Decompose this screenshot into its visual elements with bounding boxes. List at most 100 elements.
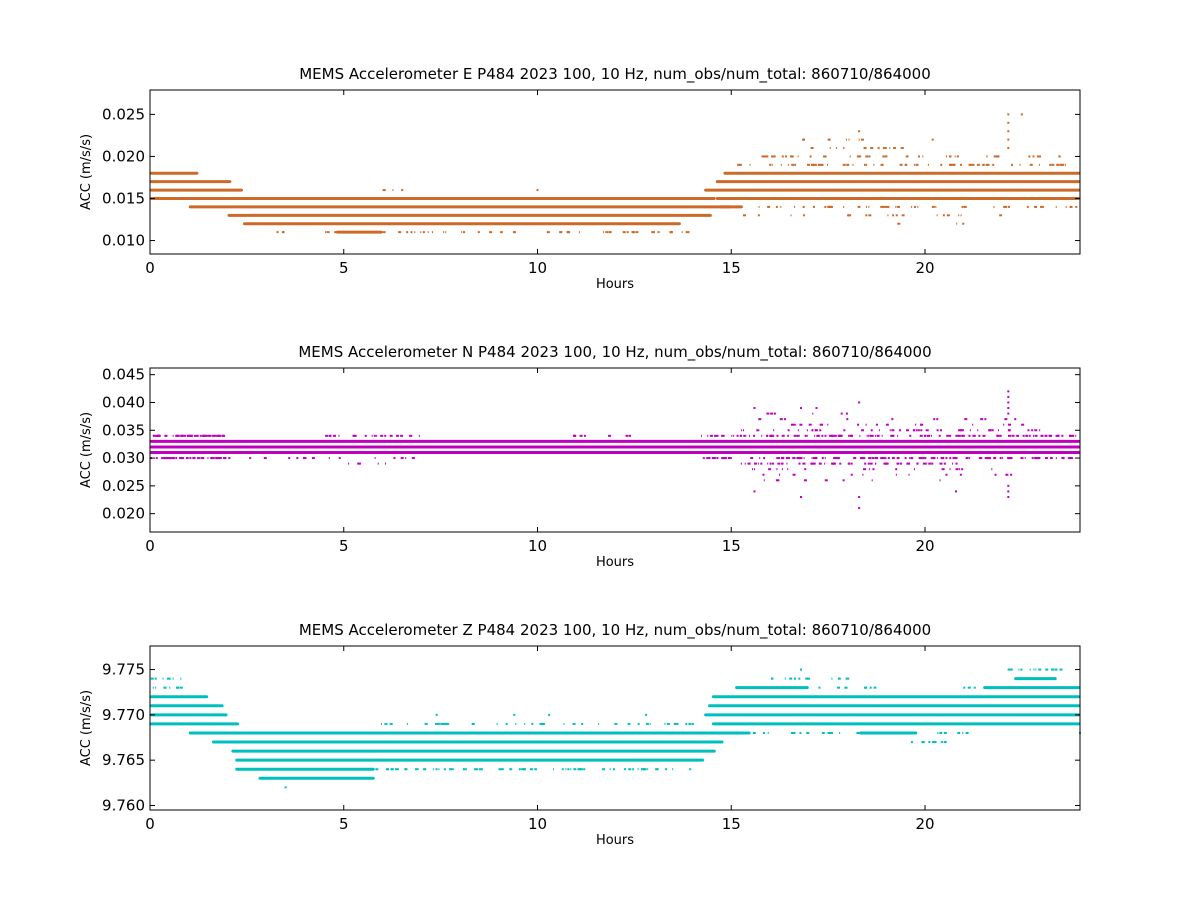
data-point [869,434,872,437]
data-point [1031,429,1034,432]
data-point [749,163,751,166]
data-point [534,768,537,771]
data-point [759,457,761,460]
data-point [938,434,941,437]
data-point [176,686,180,689]
data-point [1002,457,1004,460]
data-point [152,434,156,437]
data-point [396,768,399,771]
data-point [352,434,354,437]
y-axis-ticks-e: 0.010 0.015 0.020 0.025 [102,105,1080,250]
data-point [163,686,167,689]
data-point [689,768,691,771]
data-point [824,479,828,482]
data-point [790,423,794,426]
data-point [1069,457,1073,460]
data-point [962,434,964,437]
data-point [705,457,707,460]
data-point [565,768,567,771]
data-point [1025,434,1028,437]
data-band-0-1 [150,704,224,708]
data-point [803,479,807,482]
data-point [1040,434,1044,437]
data-point [865,686,868,689]
data-point [779,418,783,421]
data-point [628,768,632,771]
data-point [811,429,813,432]
data-point [850,473,853,476]
data-point [994,457,996,460]
data-point [444,722,448,725]
data-point [422,231,425,234]
data-point [961,468,964,471]
data-point [817,434,819,437]
data-point [849,434,853,437]
data-point [374,457,376,460]
data-point [1072,434,1075,437]
data-point [167,677,171,680]
data-point [603,231,605,234]
data-point [761,434,763,437]
data-band-0-11 [711,695,1080,699]
data-point [817,434,820,437]
data-point [362,231,365,234]
data-point [427,231,429,234]
data-point [1055,434,1058,437]
data-point [930,457,932,460]
data-point [875,686,877,689]
data-point [955,468,959,471]
data-point [1048,434,1052,437]
data-point [373,434,376,437]
data-point [812,205,815,208]
data-point [817,434,819,437]
data-band-0-11 [715,196,1080,200]
data-point [819,163,823,166]
data-point [1064,163,1066,166]
data-point [524,722,526,725]
data-point [1058,155,1061,158]
data-point [883,731,887,734]
data-point [859,434,861,437]
data-point [183,434,187,437]
data-point [685,722,688,725]
data-point [845,138,847,141]
data-point [844,686,848,689]
data-point [763,686,765,689]
data-point [815,407,818,410]
data-point [852,163,854,166]
data-point [1020,113,1023,116]
data-point [817,163,821,166]
data-point [1055,457,1057,460]
data-point [219,457,222,460]
data-point [810,147,814,150]
data-point [913,205,916,208]
data-point [868,205,870,208]
data-point [856,155,858,158]
data-point [819,423,823,426]
data-point [548,713,551,716]
data-point [863,686,866,689]
data-point [777,462,781,465]
data-point [389,434,393,437]
data-point [776,468,778,471]
data-point [1022,434,1025,437]
data-point [1040,205,1043,208]
data-band-0-1 [150,445,1080,449]
data-point [1034,429,1038,432]
data-point [828,731,832,734]
data-band-0-0 [150,171,199,175]
data-point [645,713,647,716]
data-point [949,468,951,471]
data-point [880,205,884,208]
data-band-0-3 [150,196,716,200]
data-point [890,434,893,437]
data-point [1014,418,1017,421]
data-point [608,231,612,234]
data-point [786,462,788,465]
data-point [939,731,943,734]
data-point [968,163,971,166]
data-point [957,429,961,432]
data-point [195,434,199,437]
data-point [701,434,703,437]
data-point [917,155,920,158]
